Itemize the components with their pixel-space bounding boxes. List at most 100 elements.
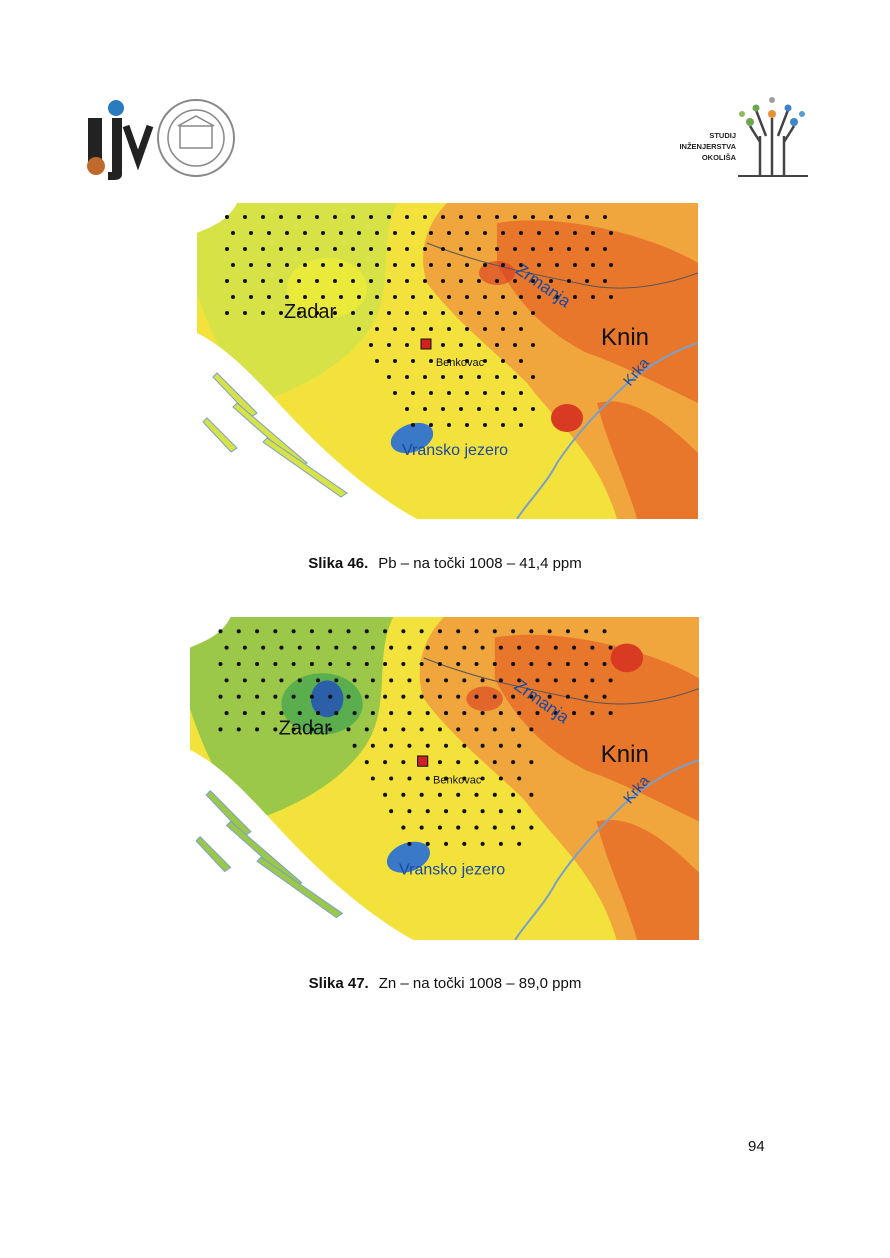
island <box>195 836 232 873</box>
sample-point <box>218 629 223 634</box>
figure-number: Slika 46. <box>308 555 369 572</box>
sample-point <box>477 375 481 379</box>
sample-point <box>401 825 406 830</box>
sample-point <box>387 247 391 251</box>
sample-point <box>389 743 394 748</box>
sample-point <box>513 279 517 283</box>
sample-point <box>501 231 505 235</box>
sample-point <box>529 694 534 699</box>
sample-point <box>517 678 522 683</box>
sample-point <box>474 727 479 732</box>
sample-point <box>602 629 607 634</box>
place-label: Knin <box>601 741 649 768</box>
sample-point <box>456 727 461 732</box>
sample-point <box>225 311 229 315</box>
sample-point <box>531 343 535 347</box>
sample-point <box>346 661 351 667</box>
place-label: Vransko jezero <box>402 442 508 459</box>
sample-point <box>375 263 379 267</box>
sample-point <box>333 215 337 219</box>
sample-point <box>459 311 463 315</box>
sample-point <box>519 391 523 395</box>
sample-point <box>255 661 260 667</box>
sample-point <box>565 661 570 667</box>
sample-point <box>483 263 487 267</box>
place-label: Benkovac <box>436 357 485 369</box>
sample-point <box>370 711 375 716</box>
sample-point <box>425 841 430 846</box>
site-1008 <box>420 338 432 350</box>
map-shapes <box>190 617 699 940</box>
sample-point <box>498 809 503 814</box>
sample-point <box>383 661 388 667</box>
sample-point <box>603 279 607 283</box>
sample-point <box>243 279 247 283</box>
sample-point <box>339 231 343 235</box>
hotspot <box>610 643 644 673</box>
sample-point <box>555 295 559 299</box>
sample-point <box>249 231 253 235</box>
sample-point <box>407 678 412 683</box>
sample-point <box>425 645 430 650</box>
sample-point <box>511 825 516 830</box>
sample-point <box>285 231 289 235</box>
sample-point <box>411 423 415 427</box>
sample-point <box>429 359 433 363</box>
sample-point <box>535 645 540 650</box>
sample-point <box>531 279 535 283</box>
sample-point <box>462 645 467 650</box>
sample-point <box>351 247 355 251</box>
sample-point <box>456 661 461 667</box>
sample-point <box>425 678 430 683</box>
sample-point <box>492 792 497 797</box>
sample-point <box>334 645 339 650</box>
sample-point <box>297 711 302 716</box>
sample-point <box>441 311 445 315</box>
river <box>514 759 699 940</box>
sample-point <box>437 694 442 699</box>
sample-point <box>513 343 517 347</box>
lake <box>390 422 434 454</box>
sample-point <box>405 407 409 411</box>
place-label: Vransko jezero <box>399 862 505 879</box>
sample-point <box>459 343 463 347</box>
sample-point <box>513 311 517 315</box>
university-logo <box>87 99 235 180</box>
sample-point <box>429 295 433 299</box>
sample-point <box>339 263 343 267</box>
sample-point <box>357 295 361 299</box>
sample-point <box>383 792 388 797</box>
sample-point <box>498 743 503 748</box>
sample-point <box>459 279 463 283</box>
sample-point <box>462 841 467 846</box>
sample-point <box>351 311 355 315</box>
sample-point <box>369 247 373 251</box>
sample-point <box>477 343 481 347</box>
sample-point <box>285 295 289 299</box>
sample-point <box>492 629 497 634</box>
sample-point <box>529 661 534 667</box>
sample-point <box>447 231 451 235</box>
sample-point <box>447 391 451 395</box>
sample-point <box>465 359 469 363</box>
sample-point <box>389 809 394 814</box>
sample-point <box>608 645 613 650</box>
sample-point <box>462 776 467 781</box>
sample-point <box>267 231 271 235</box>
program-logo: STUDIJ INŽENJERSTVA OKOLIŠA <box>660 92 812 182</box>
sample-point <box>369 279 373 283</box>
sample-point <box>279 247 283 251</box>
sample-point <box>383 694 388 699</box>
sample-point <box>351 279 355 283</box>
sample-point <box>501 359 505 363</box>
sample-point <box>389 776 394 781</box>
sample-point <box>553 711 558 716</box>
sample-point <box>477 407 481 411</box>
sample-point <box>483 391 487 395</box>
sample-point <box>531 407 535 411</box>
sample-point <box>585 215 589 219</box>
sample-point <box>242 711 247 716</box>
sample-point <box>456 760 461 765</box>
sample-point <box>465 231 469 235</box>
